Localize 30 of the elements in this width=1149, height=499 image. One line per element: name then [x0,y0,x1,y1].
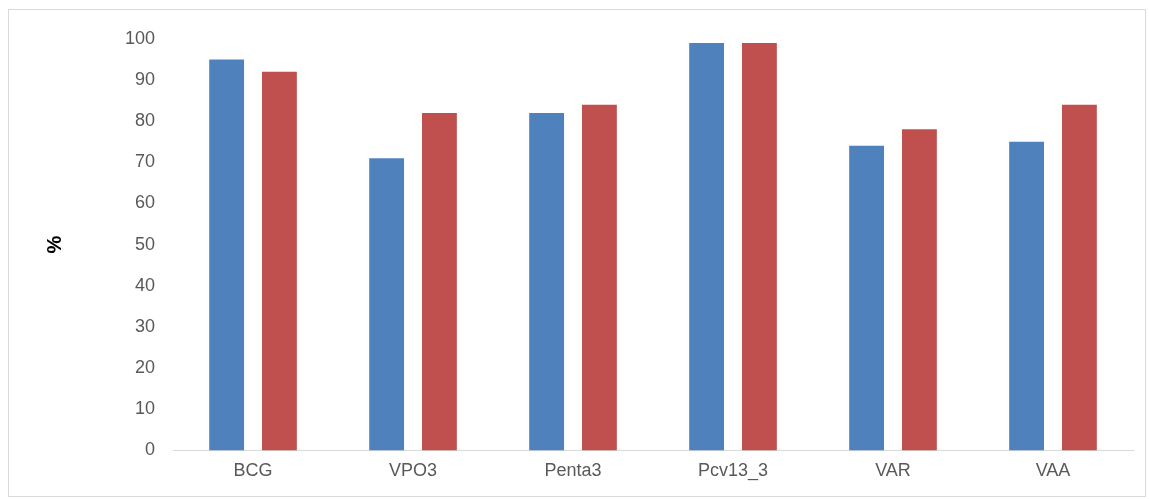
bar [369,158,405,451]
bar [1061,104,1097,451]
y-axis-title: % [42,235,65,254]
bar [901,129,937,451]
y-tick-label: 80 [135,110,156,131]
x-tick-label: BCG [233,460,273,481]
bar [1009,141,1045,451]
y-tick-label: 40 [135,274,156,295]
y-tick-label: 100 [124,27,156,48]
bar [262,71,297,451]
bar [849,145,885,451]
y-tick-label: 10 [135,398,156,419]
y-tick-label: 0 [145,439,156,460]
bar [581,104,617,451]
y-tick-label: 60 [135,192,156,213]
y-tick-label: 50 [135,233,156,254]
bar [529,112,565,451]
y-tick-label: 30 [135,315,156,336]
bar [741,42,777,451]
y-tick-label: 90 [135,68,156,89]
bar [689,42,725,451]
y-tick-label: 70 [135,151,156,172]
x-tick-label: VAR [875,460,911,481]
bar [422,112,457,451]
x-tick-label: VPO3 [389,460,438,481]
x-tick-label: VAA [1035,460,1071,481]
x-tick-label: Penta3 [544,460,602,481]
bar [209,59,245,451]
y-tick-label: 20 [135,357,156,378]
x-tick-label: Pcv13_3 [697,460,769,482]
